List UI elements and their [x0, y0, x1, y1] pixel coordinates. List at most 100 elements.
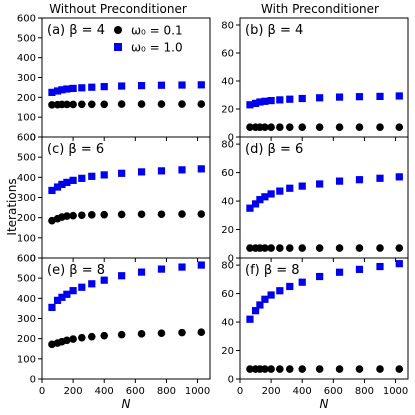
y-tick-label: 40	[221, 197, 234, 208]
data-point-omega-0-1	[69, 211, 77, 220]
data-point-omega-1-0	[137, 168, 146, 176]
y-tick-label: 400	[17, 53, 36, 64]
data-point-omega-1-0	[137, 82, 146, 90]
data-point-omega-1-0	[335, 177, 344, 185]
plot-frame	[239, 257, 409, 380]
y-tick-label: 600	[17, 133, 36, 144]
y-axis-label: Iterations	[5, 178, 19, 235]
data-point-omega-0-1	[197, 328, 206, 337]
data-point-omega-1-0	[376, 92, 384, 100]
y-tick-label: 200	[17, 213, 36, 224]
data-point-omega-0-1	[63, 212, 71, 220]
data-point-omega-0-1	[178, 328, 186, 337]
data-point-omega-0-1	[48, 101, 56, 109]
data-point-omega-0-1	[63, 336, 71, 345]
y-tick-label: 80	[221, 140, 234, 151]
x-tick-label: 600	[324, 386, 343, 397]
panel-c: 0 100 200 300 400 500 600 (c) β = 6	[17, 133, 211, 265]
data-point-omega-1-0	[261, 295, 269, 303]
data-point-omega-0-1	[78, 211, 86, 220]
data-point-omega-1-0	[58, 180, 66, 188]
data-point-omega-0-1	[267, 123, 275, 131]
data-point-omega-0-1	[137, 100, 146, 108]
y-tick-label: 60	[221, 49, 234, 60]
data-point-omega-1-0	[178, 263, 186, 271]
data-point-omega-0-1	[178, 100, 186, 108]
y-tick-label: 600	[17, 254, 36, 265]
data-point-omega-1-0	[58, 86, 66, 94]
column-title-with-preconditioner: With Preconditioner	[261, 2, 379, 16]
panel-label: (d) β = 6	[245, 142, 303, 157]
data-point-omega-1-0	[246, 204, 254, 212]
data-point-omega-0-1	[276, 365, 284, 373]
data-point-omega-1-0	[256, 98, 264, 106]
data-point-omega-1-0	[53, 87, 62, 95]
data-point-omega-0-1	[376, 244, 384, 252]
x-tick-label: 200	[64, 386, 83, 397]
data-point-omega-1-0	[157, 265, 166, 273]
data-point-omega-0-1	[335, 123, 344, 131]
panel-a: 0 100 200 300 400 500 600 (a) β = 4	[17, 14, 211, 144]
data-point-omega-0-1	[69, 335, 77, 343]
data-point-omega-1-0	[78, 283, 86, 291]
data-point-omega-0-1	[157, 210, 166, 219]
y-tick-label: 0	[228, 254, 234, 265]
data-point-omega-1-0	[355, 93, 364, 101]
data-point-omega-0-1	[267, 244, 275, 252]
data-point-omega-1-0	[355, 176, 364, 184]
data-point-omega-1-0	[286, 95, 294, 103]
y-tick-label: 300	[17, 193, 36, 204]
data-point-omega-1-0	[256, 196, 264, 204]
data-point-omega-1-0	[157, 81, 166, 89]
data-point-omega-0-1	[267, 365, 275, 373]
data-point-omega-0-1	[100, 100, 109, 109]
data-point-omega-1-0	[355, 265, 364, 273]
y-tick-label: 20	[221, 105, 234, 116]
x-tick-label: 400	[293, 386, 312, 397]
data-point-omega-1-0	[178, 81, 186, 89]
data-point-omega-1-0	[88, 280, 96, 288]
data-point-omega-1-0	[335, 268, 344, 276]
y-tick-label: 0	[30, 133, 36, 144]
y-tick-label: 300	[17, 73, 36, 84]
data-point-omega-1-0	[395, 260, 403, 268]
data-point-omega-0-1	[100, 210, 109, 219]
data-point-omega-0-1	[246, 365, 254, 373]
data-point-omega-1-0	[118, 272, 126, 280]
data-point-omega-1-0	[78, 174, 86, 182]
data-point-omega-1-0	[251, 99, 260, 107]
panel-label: (b) β = 4	[245, 23, 303, 38]
data-point-omega-0-1	[87, 100, 96, 109]
data-point-omega-1-0	[251, 307, 260, 315]
data-point-omega-0-1	[395, 244, 404, 252]
data-point-omega-0-1	[298, 365, 307, 373]
x-tick-label: 0	[39, 386, 45, 397]
data-point-omega-1-0	[100, 83, 108, 91]
data-point-omega-0-1	[335, 365, 344, 373]
data-point-omega-1-0	[100, 171, 108, 179]
y-tick-label: 400	[17, 294, 36, 305]
legend-label: ω₀ = 0.1	[131, 24, 183, 38]
data-point-omega-0-1	[78, 333, 86, 342]
data-point-omega-1-0	[69, 84, 77, 93]
data-point-omega-1-0	[267, 97, 275, 105]
data-point-omega-0-1	[355, 123, 364, 131]
x-tick-label: 0	[237, 386, 243, 397]
y-tick-label: 0	[228, 133, 234, 144]
data-point-omega-0-1	[298, 244, 307, 252]
data-point-omega-0-1	[63, 100, 71, 109]
data-point-omega-1-0	[298, 182, 306, 190]
data-point-omega-1-0	[316, 180, 324, 188]
data-point-omega-0-1	[197, 100, 206, 108]
y-tick-label: 80	[221, 21, 234, 32]
data-point-omega-0-1	[178, 210, 186, 218]
data-point-omega-1-0	[316, 94, 324, 102]
data-point-omega-0-1	[285, 123, 294, 131]
data-point-omega-1-0	[48, 186, 56, 195]
data-point-omega-1-0	[197, 165, 205, 173]
data-point-omega-1-0	[335, 93, 344, 101]
data-point-omega-0-1	[87, 332, 96, 341]
panel-d: 0 20 40 60 80 (d) β = 6	[221, 136, 409, 265]
y-tick-label: 0	[228, 375, 234, 386]
